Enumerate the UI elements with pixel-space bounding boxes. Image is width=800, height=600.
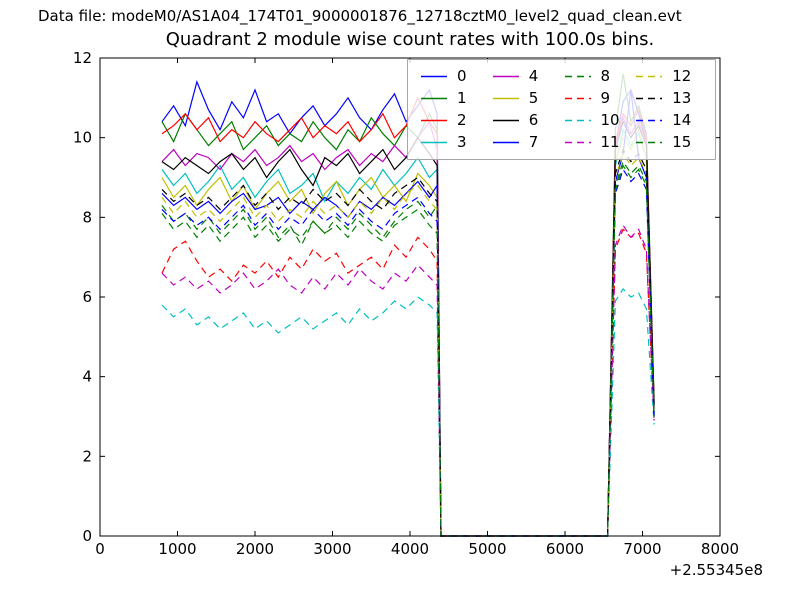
legend-label-2: 2 (457, 111, 467, 130)
legend-label-14: 14 (672, 111, 692, 130)
x-tick-label: 3000 (313, 540, 351, 558)
legend-item-13: 13 (635, 87, 707, 109)
x-tick-label: 1000 (158, 540, 196, 558)
x-tick-label: 0 (95, 540, 105, 558)
x-tick-label: 8000 (701, 540, 739, 558)
legend-label-6: 6 (528, 111, 539, 130)
x-tick-label: 6000 (546, 540, 584, 558)
legend-label-11: 11 (600, 133, 620, 152)
legend-swatch-2 (421, 119, 447, 122)
legend-swatch-13 (636, 97, 663, 100)
series-line-2 (161, 96, 655, 537)
legend-item-1: 1 (420, 87, 492, 109)
legend-item-5: 5 (492, 87, 564, 109)
legend-label-12: 12 (672, 66, 692, 85)
legend-swatch-10 (564, 119, 591, 122)
legend: 0 1 2 3 4 5 6 7 8 9 10 11 12 13 14 15 (407, 59, 716, 160)
legend-swatch-1 (421, 97, 447, 100)
legend-label-8: 8 (600, 66, 611, 85)
legend-label-0: 0 (457, 66, 467, 85)
legend-swatch-3 (421, 142, 447, 144)
legend-item-8: 8 (564, 65, 636, 87)
series-line-6 (161, 120, 655, 537)
legend-swatch-5 (492, 97, 519, 100)
legend-item-10: 10 (564, 110, 636, 132)
series-line-9 (161, 228, 655, 537)
series-line-12 (161, 152, 655, 537)
series-line-15 (161, 164, 655, 537)
y-tick-label: 4 (82, 368, 92, 386)
legend-label-7: 7 (528, 133, 539, 152)
y-tick-label: 6 (82, 288, 92, 306)
y-tick-label: 12 (73, 49, 92, 67)
x-tick-label: 5000 (468, 540, 506, 558)
legend-label-9: 9 (600, 88, 611, 107)
series-line-4 (161, 116, 655, 537)
legend-item-15: 15 (635, 132, 707, 154)
legend-item-4: 4 (492, 65, 564, 87)
legend-swatch-0 (421, 75, 447, 77)
series-line-11 (161, 223, 655, 537)
y-tick-label: 0 (82, 527, 92, 545)
legend-label-1: 1 (457, 88, 467, 107)
legend-swatch-12 (636, 75, 663, 77)
chart-title: Quadrant 2 module wise count rates with … (165, 29, 655, 50)
legend-item-0: 0 (420, 65, 492, 87)
x-tick-label: 2000 (236, 540, 274, 558)
series-line-13 (161, 148, 655, 537)
legend-item-2: 2 (420, 110, 492, 132)
legend-item-12: 12 (635, 65, 707, 87)
y-tick-label: 8 (82, 208, 92, 226)
legend-swatch-6 (492, 119, 519, 122)
legend-label-10: 10 (600, 111, 620, 130)
series-line-8 (161, 160, 655, 537)
x-tick-label: 7000 (623, 540, 661, 558)
series-line-10 (161, 288, 655, 537)
legend-swatch-15 (636, 142, 663, 144)
legend-label-3: 3 (457, 133, 467, 152)
y-tick-label: 2 (82, 447, 92, 465)
legend-label-4: 4 (528, 66, 539, 85)
legend-swatch-8 (564, 75, 591, 77)
legend-item-9: 9 (564, 87, 636, 109)
legend-item-11: 11 (564, 132, 636, 154)
legend-item-7: 7 (492, 132, 564, 154)
legend-swatch-11 (564, 142, 591, 144)
data-file-label: Data file: modeM0/AS1A04_174T01_90000018… (38, 7, 682, 25)
legend-item-14: 14 (635, 110, 707, 132)
x-axis-offset-label: +2.55345e8 (669, 561, 763, 579)
legend-swatch-14 (636, 119, 663, 122)
legend-label-13: 13 (672, 88, 692, 107)
legend-swatch-4 (492, 75, 519, 77)
x-tick-label: 4000 (391, 540, 429, 558)
legend-swatch-7 (492, 142, 519, 144)
y-tick-label: 10 (73, 129, 92, 147)
legend-item-3: 3 (420, 132, 492, 154)
legend-swatch-9 (564, 97, 591, 100)
legend-label-15: 15 (672, 133, 692, 152)
legend-label-5: 5 (528, 88, 539, 107)
legend-item-6: 6 (492, 110, 564, 132)
